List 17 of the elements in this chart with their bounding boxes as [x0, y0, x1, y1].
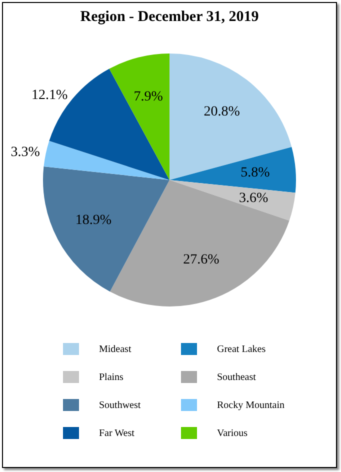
- data-label: 20.8%: [204, 104, 240, 120]
- data-label: 7.9%: [134, 89, 164, 104]
- legend-label: Mideast: [99, 344, 132, 354]
- legend-label: Plains: [99, 372, 124, 382]
- data-label: 27.6%: [183, 252, 220, 268]
- data-label: 18.9%: [75, 212, 112, 228]
- legend-label: Southwest: [99, 400, 141, 410]
- data-label: 5.8%: [240, 166, 270, 181]
- data-label: 3.3%: [10, 144, 40, 160]
- legend-label: Far West: [99, 428, 134, 438]
- data-label: 12.1%: [32, 88, 68, 103]
- chart-title: Region - December 31, 2019: [79, 9, 260, 26]
- legend-label: Great Lakes: [217, 344, 266, 354]
- legend-label: Rocky Mountain: [217, 400, 284, 410]
- legend-label: Southeast: [217, 372, 256, 382]
- legend-label: Various: [217, 428, 248, 438]
- data-label: 3.6%: [238, 190, 268, 206]
